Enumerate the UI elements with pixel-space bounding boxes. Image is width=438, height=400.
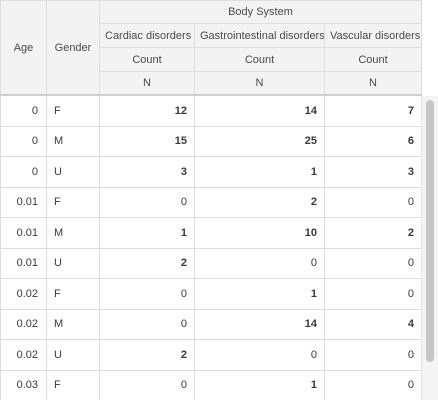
age-cell[interactable]: 0 — [0, 125, 47, 157]
cardiac-count-cell[interactable]: 12 — [99, 94, 195, 127]
scrollbar-thumb[interactable] — [426, 100, 434, 362]
gender-cell[interactable]: M — [46, 125, 100, 157]
cardiac-count-cell[interactable]: 15 — [99, 125, 195, 157]
gastrointestinal-count-cell[interactable]: 25 — [194, 125, 325, 157]
body-system-group-header[interactable]: Body System — [98, 0, 423, 24]
gender-cell[interactable]: U — [46, 156, 100, 188]
gender-cell[interactable]: M — [46, 308, 100, 340]
cardiac-count-cell[interactable]: 3 — [99, 156, 195, 188]
cardiac-count-cell[interactable]: 0 — [99, 278, 195, 310]
age-cell[interactable]: 0.01 — [0, 217, 47, 249]
vascular-count-cell[interactable]: 4 — [323, 308, 423, 340]
gender-cell[interactable]: U — [46, 339, 100, 371]
vascular-disorders-header[interactable]: Vascular disorders — [323, 23, 423, 48]
gastrointestinal-count-cell[interactable]: 1 — [194, 369, 325, 400]
vascular-count-cell[interactable]: 6 — [323, 125, 423, 157]
table-row[interactable]: 0.02 M 0 14 4 — [0, 308, 423, 340]
vascular-count-cell[interactable]: 0 — [323, 278, 423, 310]
age-cell[interactable]: 0.01 — [0, 186, 47, 218]
gastrointestinal-count-cell[interactable]: 2 — [194, 186, 325, 218]
gender-cell[interactable]: F — [46, 94, 100, 127]
age-cell[interactable]: 0.02 — [0, 278, 47, 310]
age-cell[interactable]: 0 — [0, 156, 47, 188]
cardiac-disorders-header[interactable]: Cardiac disorders — [99, 23, 195, 48]
stat-header-vascular: N — [323, 71, 423, 96]
gastrointestinal-count-cell[interactable]: 10 — [194, 217, 325, 249]
gender-cell[interactable]: F — [46, 278, 100, 310]
table-row[interactable]: 0.02 U 2 0 0 — [0, 339, 423, 371]
vascular-count-cell[interactable]: 7 — [323, 94, 423, 127]
gastrointestinal-count-cell[interactable]: 1 — [194, 278, 325, 310]
vascular-count-cell[interactable]: 0 — [323, 339, 423, 371]
vascular-count-cell[interactable]: 0 — [323, 247, 423, 279]
measure-header-cardiac: Count — [99, 47, 195, 72]
age-cell[interactable]: 0.02 — [0, 308, 47, 340]
vascular-count-cell[interactable]: 2 — [323, 217, 423, 249]
vascular-count-cell[interactable]: 0 — [323, 186, 423, 218]
age-cell[interactable]: 0.01 — [0, 247, 47, 279]
age-cell[interactable]: 0 — [0, 94, 47, 127]
cardiac-count-cell[interactable]: 1 — [99, 217, 195, 249]
table-header: Age Gender Body System Cardiac disorders… — [0, 0, 423, 96]
measure-header-gastrointestinal: Count — [194, 47, 325, 72]
table-row[interactable]: 0 F 12 14 7 — [0, 94, 423, 127]
vascular-count-cell[interactable]: 3 — [323, 156, 423, 188]
measure-header-vascular: Count — [323, 47, 423, 72]
gastrointestinal-disorders-header[interactable]: Gastrointestinal disorders — [194, 23, 325, 48]
gender-column-header[interactable]: Gender — [46, 0, 100, 96]
cardiac-count-cell[interactable]: 0 — [99, 369, 195, 400]
table-body: 0 F 12 14 7 0 M 15 25 6 0 U 3 1 3 0.01 F 0 2 0 0.01 M 1 10 2 0.01… — [0, 94, 423, 400]
gastrointestinal-count-cell[interactable]: 14 — [194, 308, 325, 340]
cardiac-count-cell[interactable]: 0 — [99, 186, 195, 218]
gastrointestinal-count-cell[interactable]: 14 — [194, 94, 325, 127]
gender-cell[interactable]: M — [46, 217, 100, 249]
vertical-scrollbar[interactable] — [421, 96, 438, 400]
age-column-header[interactable]: Age — [0, 0, 47, 96]
table-row[interactable]: 0 M 15 25 6 — [0, 125, 423, 157]
stat-header-cardiac: N — [99, 71, 195, 96]
gender-cell[interactable]: F — [46, 186, 100, 218]
gastrointestinal-count-cell[interactable]: 1 — [194, 156, 325, 188]
gender-cell[interactable]: U — [46, 247, 100, 279]
vascular-count-cell[interactable]: 0 — [323, 369, 423, 400]
gastrointestinal-count-cell[interactable]: 0 — [194, 247, 325, 279]
cardiac-count-cell[interactable]: 2 — [99, 339, 195, 371]
table-row[interactable]: 0.03 F 0 1 0 — [0, 369, 423, 400]
gastrointestinal-count-cell[interactable]: 0 — [194, 339, 325, 371]
table-row[interactable]: 0.01 U 2 0 0 — [0, 247, 423, 279]
cardiac-count-cell[interactable]: 2 — [99, 247, 195, 279]
table-row[interactable]: 0.02 F 0 1 0 — [0, 278, 423, 310]
age-cell[interactable]: 0.02 — [0, 339, 47, 371]
table-row[interactable]: 0.01 M 1 10 2 — [0, 217, 423, 249]
table-row[interactable]: 0.01 F 0 2 0 — [0, 186, 423, 218]
cardiac-count-cell[interactable]: 0 — [99, 308, 195, 340]
stat-header-gastrointestinal: N — [194, 71, 325, 96]
age-cell[interactable]: 0.03 — [0, 369, 47, 400]
pivot-table: Age Gender Body System Cardiac disorders… — [0, 0, 423, 400]
gender-cell[interactable]: F — [46, 369, 100, 400]
